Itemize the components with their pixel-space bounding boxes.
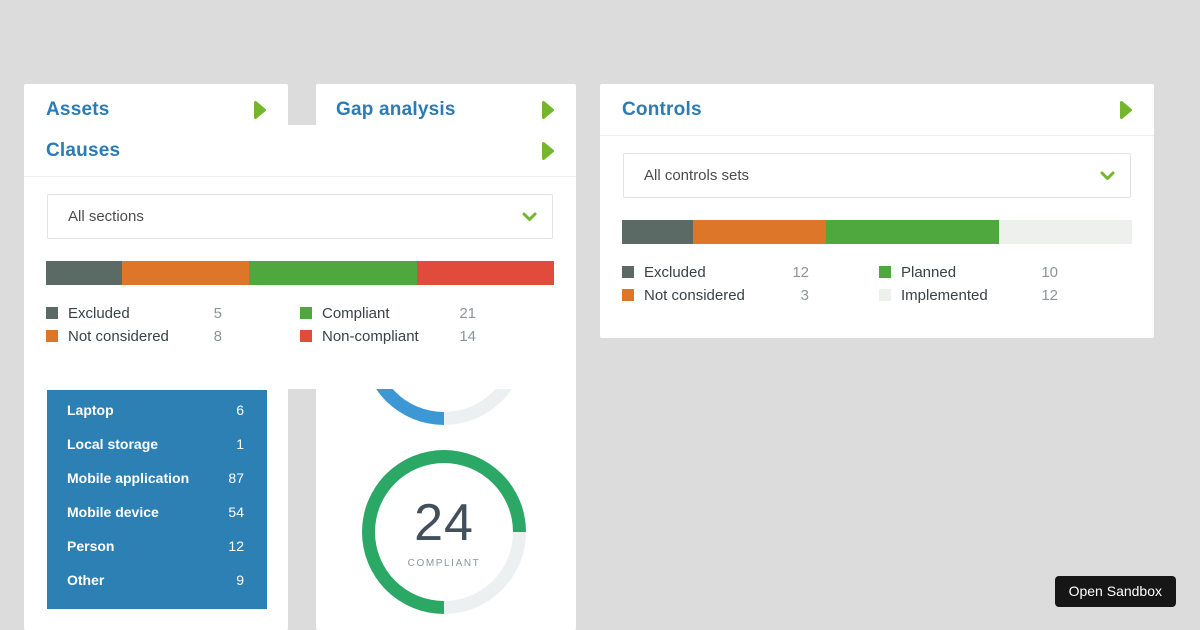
table-row[interactable]: Laptop 6	[47, 393, 267, 427]
legend-swatch	[46, 330, 58, 342]
asset-count: 87	[228, 470, 244, 486]
assets-title[interactable]: Assets	[46, 99, 110, 120]
asset-type-label: Mobile device	[67, 504, 159, 520]
legend-swatch	[300, 307, 312, 319]
asset-type-label: Mobile application	[67, 470, 190, 486]
clauses-expand-arrow-icon[interactable]	[541, 141, 555, 161]
sections-dropdown-value: All sections	[68, 208, 144, 225]
asset-count: 6	[236, 402, 244, 418]
compliant-caption: COMPLIANT	[407, 558, 481, 569]
chevron-down-icon	[522, 212, 537, 221]
legend-value: 5	[213, 304, 222, 322]
asset-type-label: Other	[67, 572, 105, 588]
legend-value: 21	[459, 304, 476, 322]
assets-card-header: Assets	[24, 84, 288, 121]
chevron-down-icon	[1100, 171, 1115, 180]
gap-analysis-expand-arrow-icon[interactable]	[541, 100, 555, 120]
legend-value: 14	[459, 327, 476, 345]
legend-label: Planned	[901, 263, 957, 281]
gap-analysis-title[interactable]: Gap analysis	[336, 99, 456, 120]
asset-type-label: Local storage	[67, 436, 159, 452]
legend-label: Not considered	[68, 327, 169, 345]
legend-item: Excluded 12	[622, 261, 879, 283]
controls-title[interactable]: Controls	[622, 99, 702, 120]
clauses-title[interactable]: Clauses	[46, 140, 121, 161]
legend-label: Compliant	[322, 304, 390, 322]
donut-hole: 24 COMPLIANT	[375, 463, 513, 601]
table-row[interactable]: Mobile device 54	[47, 495, 267, 529]
table-row[interactable]: Other 9	[47, 563, 267, 597]
gap-analysis-card-header: Gap analysis	[316, 84, 576, 121]
controls-sets-dropdown-value: All controls sets	[644, 167, 750, 184]
clauses-stacked-bar	[46, 261, 554, 285]
legend-label: Non-compliant	[322, 327, 419, 345]
asset-count: 54	[228, 504, 244, 520]
legend-swatch	[300, 330, 312, 342]
asset-count: 9	[236, 572, 244, 588]
legend-label: Not considered	[644, 286, 745, 304]
legend-swatch	[879, 266, 891, 278]
legend-swatch	[46, 307, 58, 319]
controls-stacked-bar	[622, 220, 1132, 244]
legend-swatch	[622, 266, 634, 278]
legend-value: 12	[1041, 286, 1058, 304]
controls-legend: Excluded 12 Planned 10 Not considered 3 …	[622, 261, 1154, 306]
open-sandbox-button[interactable]: Open Sandbox	[1054, 576, 1176, 607]
bar-segment-not-considered	[122, 261, 250, 285]
legend-item: Compliant 21	[300, 302, 554, 324]
clauses-card: Clauses All sections Excluded 5	[24, 125, 576, 389]
legend-item: Not considered 3	[622, 284, 879, 306]
legend-value: 8	[213, 327, 222, 345]
bar-segment-excluded	[46, 261, 123, 285]
table-row[interactable]: Person 12	[47, 529, 267, 563]
asset-count: 1	[236, 436, 244, 452]
header-divider	[24, 176, 576, 177]
legend-label: Excluded	[644, 263, 706, 281]
bar-segment-compliant	[249, 261, 417, 285]
bar-segment-implemented	[999, 220, 1132, 244]
legend-label: Implemented	[901, 286, 988, 304]
legend-item: Planned 10	[879, 261, 1128, 283]
bar-segment-excluded	[622, 220, 694, 244]
compliant-donut: 24 COMPLIANT	[362, 450, 526, 614]
legend-item: Non-compliant 14	[300, 325, 554, 347]
bar-segment-not-considered	[693, 220, 826, 244]
assets-expand-arrow-icon[interactable]	[253, 100, 267, 120]
controls-expand-arrow-icon[interactable]	[1119, 100, 1133, 120]
bar-segment-planned	[825, 220, 1000, 244]
table-row[interactable]: Mobile application 87	[47, 461, 267, 495]
legend-item: Not considered 8	[46, 325, 300, 347]
sections-dropdown[interactable]: All sections	[47, 194, 553, 239]
controls-card: Controls All controls sets Excluded 12	[600, 84, 1154, 338]
legend-value: 12	[792, 263, 809, 281]
header-divider	[600, 135, 1154, 136]
clauses-card-header: Clauses	[24, 125, 576, 162]
clauses-legend: Excluded 5 Compliant 21 Not considered 8…	[46, 302, 576, 347]
legend-value: 3	[800, 286, 809, 304]
controls-sets-dropdown[interactable]: All controls sets	[623, 153, 1131, 198]
legend-swatch	[622, 289, 634, 301]
legend-item: Implemented 12	[879, 284, 1128, 306]
controls-card-header: Controls	[600, 84, 1154, 121]
legend-item: Excluded 5	[46, 302, 300, 324]
compliant-count: 24	[414, 494, 474, 552]
assets-table: Laptop 6 Local storage 1 Mobile applicat…	[47, 390, 267, 609]
asset-count: 12	[228, 538, 244, 554]
asset-type-label: Person	[67, 538, 115, 554]
bar-segment-non-compliant	[416, 261, 554, 285]
legend-value: 10	[1041, 263, 1058, 281]
asset-type-label: Laptop	[67, 402, 114, 418]
table-row[interactable]: Local storage 1	[47, 427, 267, 461]
legend-swatch	[879, 289, 891, 301]
legend-label: Excluded	[68, 304, 130, 322]
